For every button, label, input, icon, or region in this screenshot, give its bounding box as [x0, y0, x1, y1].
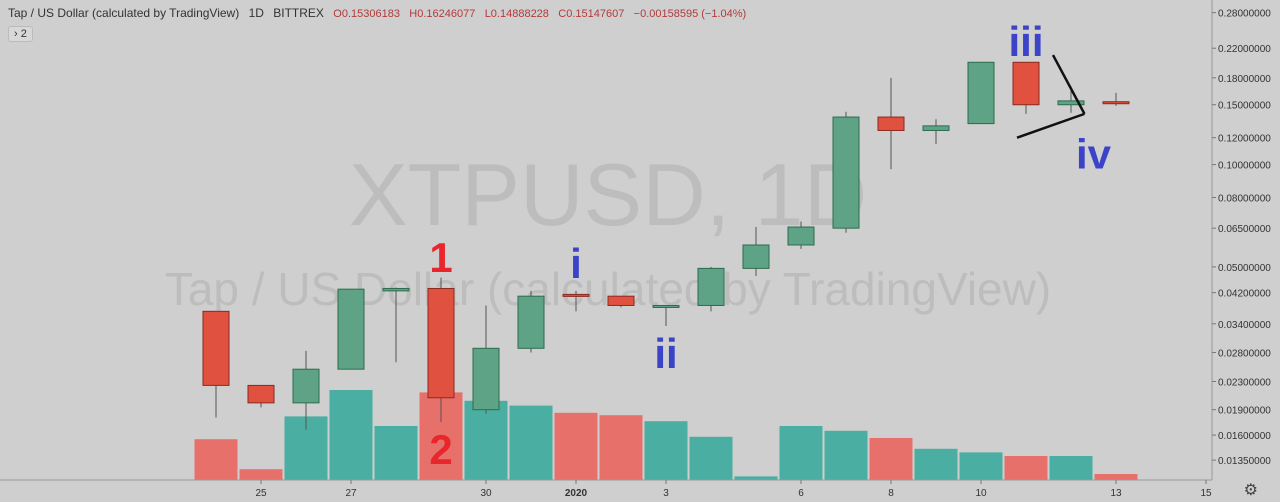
y-tick-label: 0.12000000 [1218, 134, 1271, 145]
candle-body [1102, 101, 1130, 105]
volume-bar [689, 436, 733, 480]
candle-body [1012, 61, 1040, 106]
wave-label: 2 [429, 426, 452, 473]
y-tick-label: 0.02800000 [1218, 348, 1271, 359]
interval-label: 1D [248, 6, 264, 20]
volume-bar [194, 439, 238, 480]
wave-label: i [570, 240, 582, 287]
watermark-symbol: XTPUSD, 1D [349, 145, 867, 244]
candle-body [1057, 100, 1085, 106]
y-tick-label: 0.06500000 [1218, 224, 1271, 235]
y-tick-label: 0.01350000 [1218, 456, 1271, 467]
candle-body [607, 295, 635, 306]
watermark-name: Tap / US Dollar (calculated by TradingVi… [165, 263, 1051, 315]
exchange-label: BITTREX [273, 6, 324, 20]
y-tick-label: 0.28000000 [1218, 9, 1271, 20]
change-value: −0.00158595 (−1.04%) [633, 8, 747, 20]
candle-body [517, 295, 545, 349]
gear-icon[interactable]: ⚙ [1243, 482, 1258, 499]
volume-bar [1094, 474, 1138, 480]
volume-bar [824, 430, 868, 480]
volume-bar [644, 421, 688, 480]
wave-label: 1 [429, 234, 452, 281]
candle-body [652, 304, 680, 308]
y-tick-label: 0.01600000 [1218, 431, 1271, 442]
x-tick-label: 8 [888, 488, 894, 499]
wave-label: ii [654, 330, 677, 377]
candle-body [382, 287, 410, 292]
volume-bar [554, 412, 598, 480]
x-tick-label: 2020 [565, 488, 588, 499]
candle-body [202, 310, 230, 386]
y-tick-label: 0.03400000 [1218, 320, 1271, 331]
volume-bar [329, 390, 373, 480]
volume-bar [959, 452, 1003, 480]
open-value: O0.15306183 [333, 8, 400, 20]
volume-bar [1004, 456, 1048, 480]
candle-body [292, 368, 320, 404]
volume-bar [869, 438, 913, 480]
candle-body [922, 125, 950, 131]
y-tick-label: 0.10000000 [1218, 161, 1271, 172]
candle-body [832, 116, 860, 229]
low-value: L0.14888228 [484, 8, 549, 20]
y-tick-label: 0.05000000 [1218, 263, 1271, 274]
volume-bar [464, 400, 508, 480]
volume-bar [1049, 456, 1093, 480]
x-tick-label: 30 [480, 488, 492, 499]
chart-header: Tap / US Dollar (calculated by TradingVi… [8, 6, 752, 20]
candle-body [337, 288, 365, 370]
wave-line [1016, 112, 1085, 139]
volume-bar [914, 448, 958, 480]
wave-label: iv [1076, 130, 1112, 177]
y-tick-label: 0.18000000 [1218, 74, 1271, 85]
candle-body [247, 384, 275, 404]
volume-bar [599, 415, 643, 480]
y-tick-label: 0.01900000 [1218, 406, 1271, 417]
x-tick-label: 13 [1110, 488, 1122, 499]
candle-body [472, 347, 500, 411]
y-tick-label: 0.15000000 [1218, 101, 1271, 112]
x-tick-label: 3 [663, 488, 669, 499]
wave-label: iii [1008, 18, 1043, 65]
volume-bar [509, 405, 553, 480]
close-value: C0.15147607 [558, 8, 625, 20]
candle-body [697, 267, 725, 306]
volume-bar [734, 476, 778, 480]
candle-body [562, 293, 590, 297]
y-tick-label: 0.02300000 [1218, 377, 1271, 388]
x-tick-label: 15 [1200, 488, 1212, 499]
x-tick-label: 10 [975, 488, 987, 499]
candle-body [967, 61, 995, 125]
y-tick-label: 0.04200000 [1218, 289, 1271, 300]
candle-body [787, 226, 815, 246]
wave-line [1051, 54, 1086, 115]
volume-bar [374, 426, 418, 480]
y-tick-label: 0.22000000 [1218, 44, 1271, 55]
volume-bar [779, 426, 823, 480]
symbol-title: Tap / US Dollar (calculated by TradingVi… [8, 6, 240, 20]
x-tick-label: 27 [345, 488, 357, 499]
high-value: H0.16246077 [409, 8, 476, 20]
candle-body [877, 116, 905, 131]
candle-body [427, 287, 455, 399]
x-tick-label: 6 [798, 488, 804, 499]
x-tick-label: 25 [255, 488, 267, 499]
volume-bar [239, 469, 283, 480]
y-tick-label: 0.08000000 [1218, 194, 1271, 205]
indicator-toggle[interactable]: › 2 [8, 26, 33, 42]
candle-body [742, 244, 770, 269]
